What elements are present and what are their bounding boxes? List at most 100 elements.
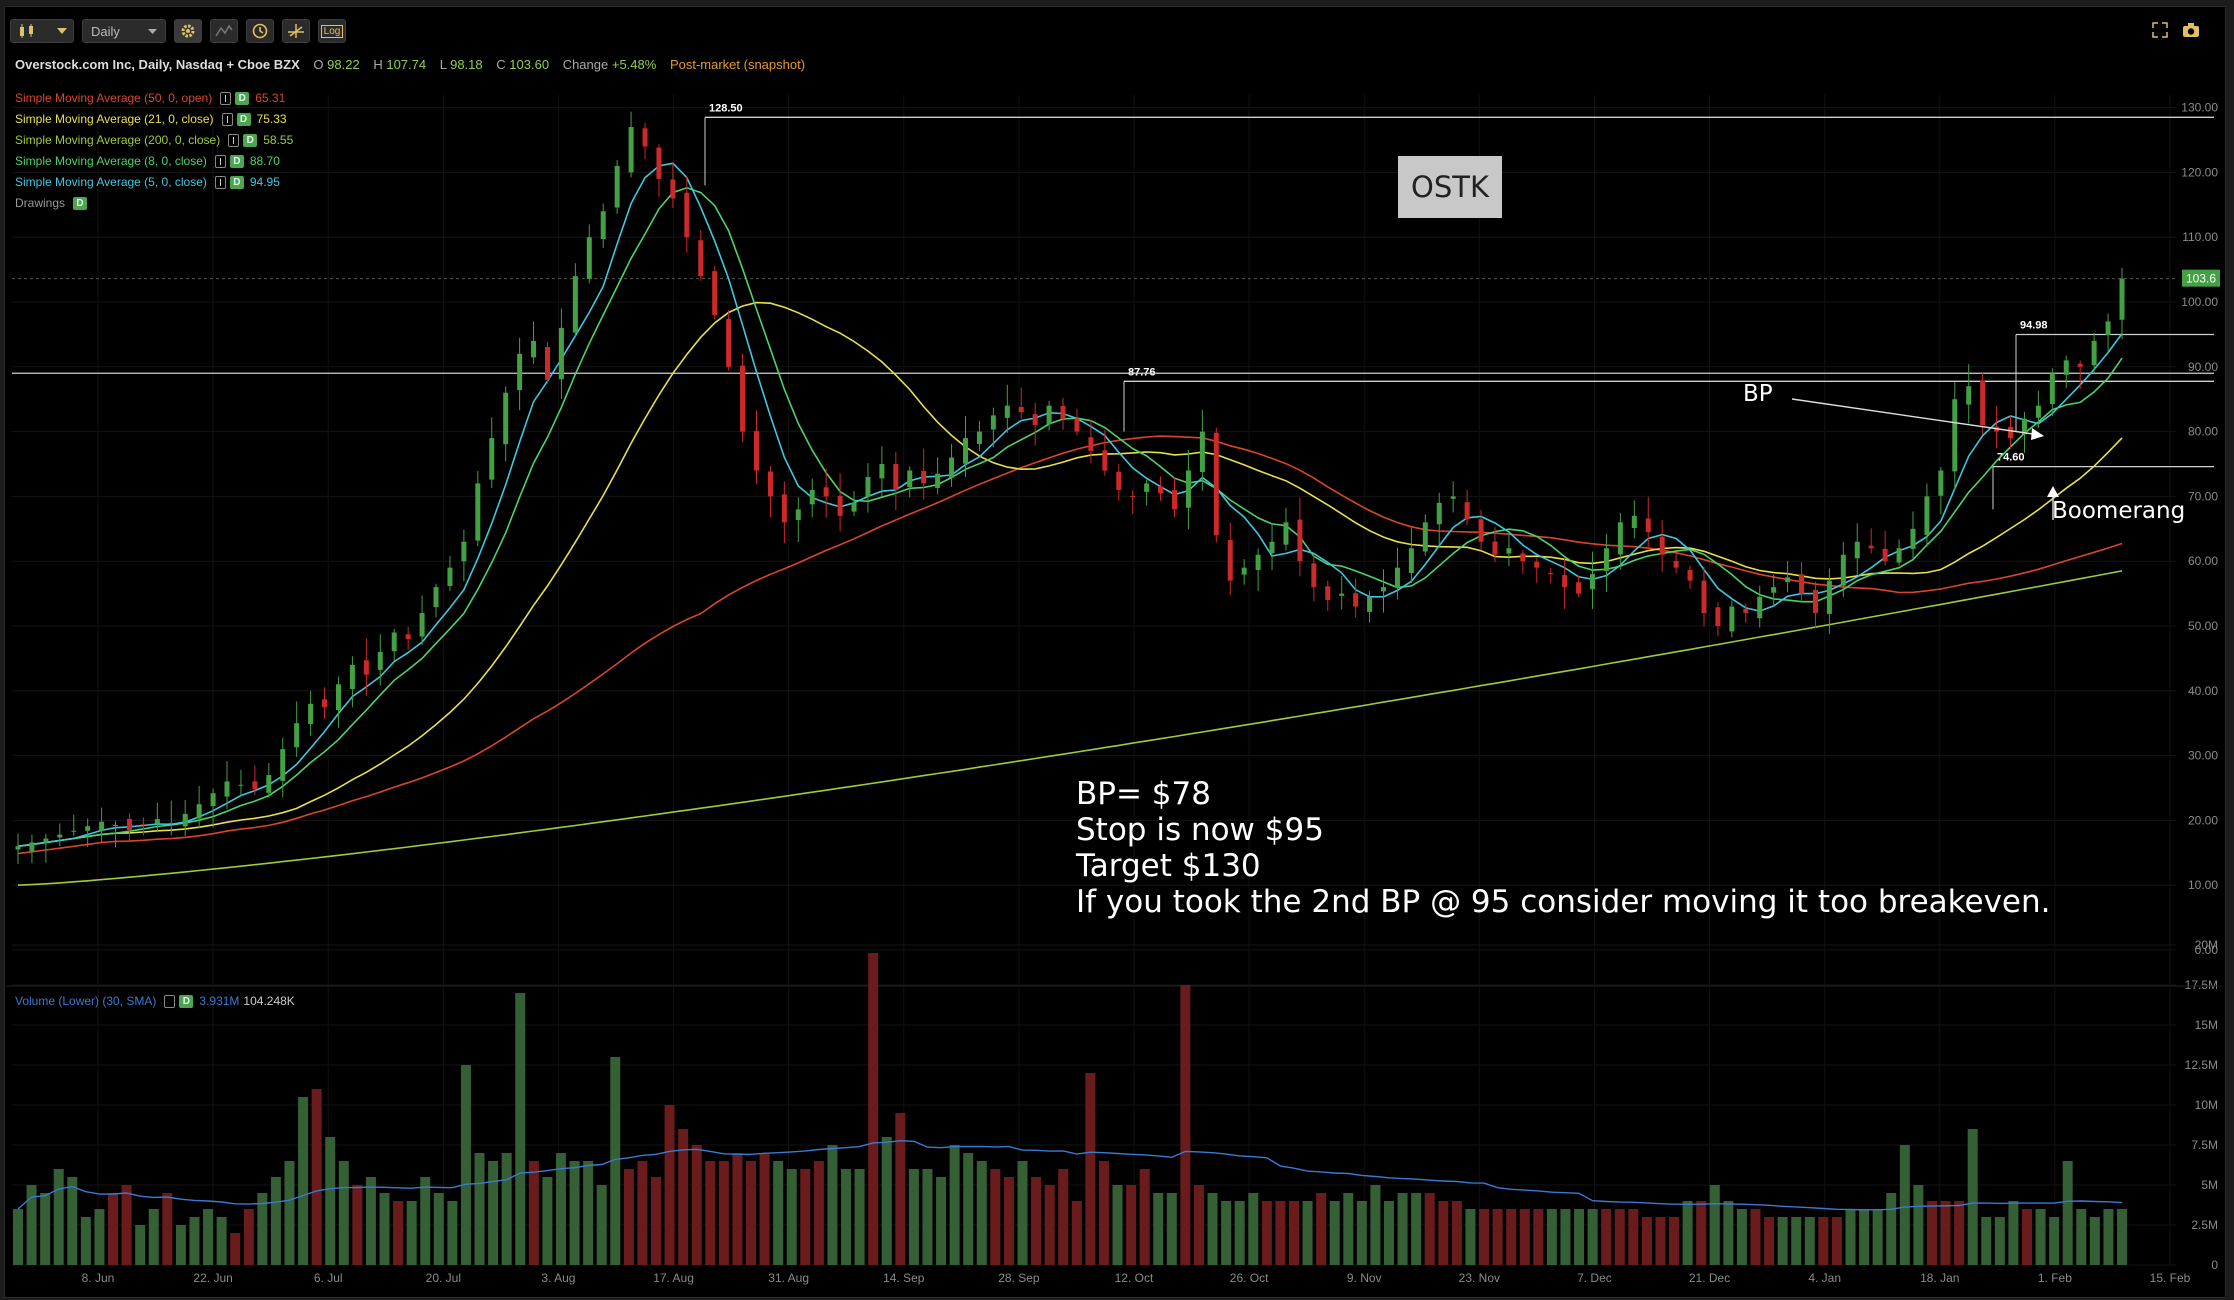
volume-bar <box>1424 1193 1435 1265</box>
camera-icon[interactable] <box>2182 22 2200 38</box>
volume-bar <box>216 1217 227 1265</box>
menu-icon[interactable] <box>214 154 226 168</box>
candle-body <box>85 826 91 831</box>
volume-bar <box>1343 1193 1354 1265</box>
expand-icon[interactable] <box>2152 22 2168 38</box>
volume-bar <box>1058 1169 1069 1265</box>
log-scale-button[interactable]: Log <box>318 19 346 43</box>
volume-bar <box>460 1065 471 1265</box>
candle-body <box>1576 582 1582 594</box>
menu-icon[interactable] <box>164 994 176 1008</box>
drawings-badge[interactable]: D <box>73 196 88 210</box>
volume-bar <box>827 1145 838 1265</box>
study-sma-8[interactable]: Simple Moving Average (8, 0, close) D 88… <box>15 154 280 168</box>
candle-body <box>1757 596 1763 619</box>
volume-bar <box>379 1193 390 1265</box>
volume-bar <box>542 1177 553 1265</box>
volume-bar <box>1017 1161 1028 1265</box>
study-badge[interactable]: D <box>243 133 258 147</box>
x-tick-label: 12. Oct <box>1115 1271 1154 1285</box>
volume-bar <box>447 1201 458 1265</box>
x-tick-label: 26. Oct <box>1230 1271 1269 1285</box>
study-value: 58.55 <box>263 133 294 147</box>
study-badge[interactable]: D <box>235 91 250 105</box>
volume-header[interactable]: Volume (Lower) (30, SMA) D 3.931M 104.24… <box>15 994 295 1008</box>
candle-body <box>2008 426 2014 439</box>
settings-button[interactable] <box>174 19 202 43</box>
candle-body <box>503 392 509 445</box>
study-label: Simple Moving Average (5, 0, close) <box>15 175 207 189</box>
candle-body <box>308 703 314 725</box>
candle-body <box>1185 470 1191 508</box>
candle-body <box>1743 608 1749 614</box>
drawings-row[interactable]: Drawings D <box>15 196 88 210</box>
study-sma-50[interactable]: Simple Moving Average (50, 0, open) D 65… <box>15 91 285 105</box>
candle-body <box>1603 548 1609 571</box>
menu-icon[interactable] <box>214 175 226 189</box>
candle-body <box>1854 541 1860 559</box>
drawings-label: Drawings <box>15 196 66 210</box>
volume-bar <box>1777 1217 1788 1265</box>
study-badge[interactable]: D <box>229 154 244 168</box>
candle-body <box>1534 561 1540 568</box>
timeframe-label: Daily <box>91 23 120 39</box>
chart-type-dropdown[interactable] <box>10 19 74 43</box>
volume-bar <box>243 1209 254 1265</box>
candle-body <box>43 838 49 843</box>
volume-bar <box>298 1097 309 1265</box>
volume-bar <box>1614 1209 1625 1265</box>
candle-body <box>2035 405 2041 418</box>
note-line: BP= $78 <box>1076 776 1211 812</box>
menu-icon[interactable] <box>221 112 233 126</box>
candle-body <box>280 749 286 781</box>
candle-body <box>976 431 982 445</box>
menu-icon[interactable] <box>228 133 240 147</box>
volume-bar <box>2089 1217 2100 1265</box>
volume-bar <box>1329 1201 1340 1265</box>
candle-body <box>1966 386 1972 405</box>
price-tick-label: 60.00 <box>2188 554 2218 568</box>
volume-bar <box>1302 1201 1313 1265</box>
candle-body <box>238 784 244 786</box>
candle-body <box>2119 278 2125 320</box>
x-tick-label: 14. Sep <box>883 1271 925 1285</box>
candle-body <box>1826 580 1832 614</box>
study-value: 88.70 <box>249 154 280 168</box>
x-tick-label: 15. Feb <box>2150 1271 2191 1285</box>
volume-bar <box>1451 1201 1462 1265</box>
volume-bar <box>1818 1217 1829 1265</box>
study-badge[interactable]: D <box>236 112 251 126</box>
candle-body <box>1492 541 1498 555</box>
volume-bar <box>1994 1217 2005 1265</box>
volume-bar <box>1872 1209 1883 1265</box>
note-line: If you took the 2nd BP @ 95 consider mov… <box>1076 884 2051 920</box>
volume-bar <box>1587 1209 1598 1265</box>
candle-body <box>1283 522 1289 545</box>
volume-badge[interactable]: D <box>179 994 194 1008</box>
volume-bar <box>1465 1209 1476 1265</box>
candle-body <box>1673 561 1679 568</box>
study-value: 94.95 <box>249 175 280 189</box>
study-badge[interactable]: D <box>229 175 244 189</box>
study-sma-200[interactable]: Simple Moving Average (200, 0, close) D … <box>15 133 293 147</box>
price-tick-label: 70.00 <box>2188 489 2218 503</box>
time-button[interactable] <box>246 19 274 43</box>
volume-bar <box>1981 1217 1992 1265</box>
crosshair-button[interactable] <box>282 19 310 43</box>
price-tick-label: 110.00 <box>2182 230 2218 244</box>
timeframe-select[interactable]: Daily <box>82 19 166 43</box>
study-sma-21[interactable]: Simple Moving Average (21, 0, close) D 7… <box>15 112 287 126</box>
volume-bar <box>420 1177 431 1265</box>
volume-bar <box>1044 1185 1055 1265</box>
candle-body <box>1018 407 1024 413</box>
candle-body <box>1910 528 1916 549</box>
volume-bar <box>108 1193 119 1265</box>
studies-button[interactable] <box>210 19 238 43</box>
x-tick-label: 9. Nov <box>1347 1271 1382 1285</box>
volume-bar <box>922 1169 933 1265</box>
study-sma-5[interactable]: Simple Moving Average (5, 0, close) D 94… <box>15 175 280 189</box>
post-market-label: Post-market (snapshot) <box>669 57 806 72</box>
menu-icon[interactable] <box>220 91 232 105</box>
volume-bar <box>1669 1217 1680 1265</box>
